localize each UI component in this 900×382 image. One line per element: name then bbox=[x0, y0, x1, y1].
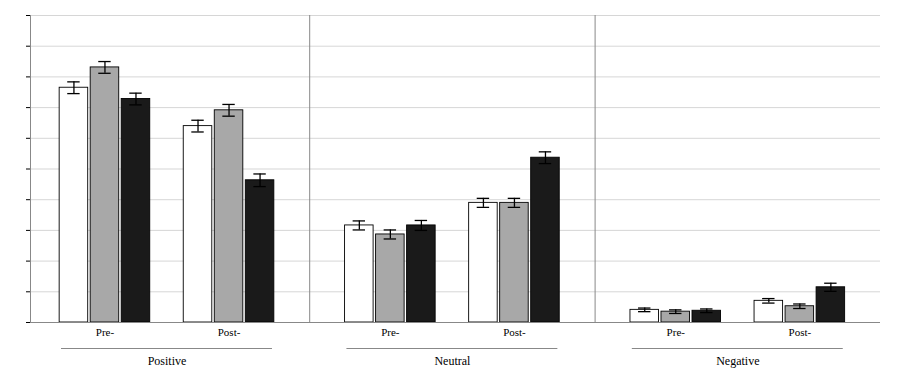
svg-text:Pre-: Pre- bbox=[667, 326, 686, 338]
svg-text:Post-: Post- bbox=[503, 326, 526, 338]
svg-text:Post-: Post- bbox=[789, 326, 812, 338]
svg-text:Negative: Negative bbox=[716, 354, 759, 368]
svg-text:Positive: Positive bbox=[148, 354, 187, 368]
svg-text:Pre-: Pre- bbox=[96, 326, 115, 338]
svg-text:Post-: Post- bbox=[218, 326, 241, 338]
svg-text:Pre-: Pre- bbox=[381, 326, 400, 338]
svg-text:Neutral: Neutral bbox=[434, 354, 471, 368]
